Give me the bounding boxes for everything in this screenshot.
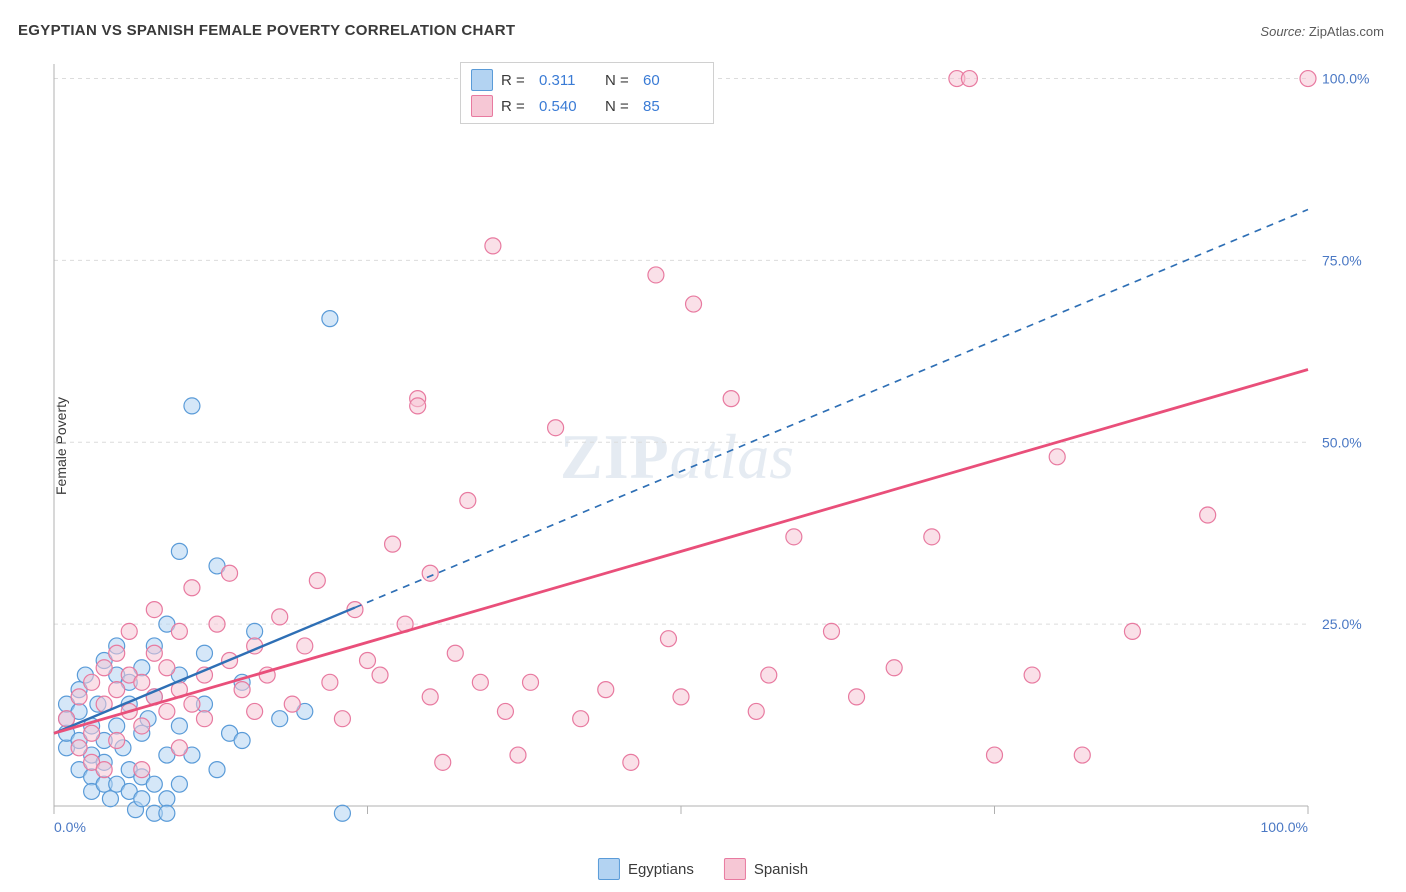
series-legend: Egyptians Spanish (598, 858, 808, 880)
legend-item-spanish: Spanish (724, 858, 808, 880)
legend-label-spanish: Spanish (754, 861, 808, 878)
svg-text:50.0%: 50.0% (1322, 434, 1362, 450)
n-label: N = (605, 98, 635, 115)
legend-swatch-egyptians-icon (598, 858, 620, 880)
svg-text:25.0%: 25.0% (1322, 616, 1362, 632)
legend-label-egyptians: Egyptians (628, 861, 694, 878)
legend-item-egyptians: Egyptians (598, 858, 694, 880)
scatter-chart: 0.0% 100.0% 25.0% 50.0% 75.0% 100.0% (48, 56, 1384, 852)
svg-text:100.0%: 100.0% (1322, 71, 1369, 87)
r-label: R = (501, 98, 531, 115)
legend-swatch-spanish-icon (724, 858, 746, 880)
n-value-egyptians: 60 (643, 72, 701, 89)
stats-legend-row: R = 0.540 N = 85 (471, 93, 701, 119)
r-value-spanish: 0.540 (539, 98, 597, 115)
n-label: N = (605, 72, 635, 89)
stats-legend-row: R = 0.311 N = 60 (471, 67, 701, 93)
svg-text:75.0%: 75.0% (1322, 252, 1362, 268)
legend-swatch-spanish (471, 95, 493, 117)
chart-title: EGYPTIAN VS SPANISH FEMALE POVERTY CORRE… (18, 22, 515, 39)
chart-area: 0.0% 100.0% 25.0% 50.0% 75.0% 100.0% (48, 56, 1384, 852)
stats-legend-box: R = 0.311 N = 60 R = 0.540 N = 85 (460, 62, 714, 124)
svg-text:100.0%: 100.0% (1261, 819, 1308, 835)
svg-text:0.0%: 0.0% (54, 819, 86, 835)
legend-swatch-egyptians (471, 69, 493, 91)
r-label: R = (501, 72, 531, 89)
source-label: Source: (1260, 24, 1305, 39)
r-value-egyptians: 0.311 (539, 72, 597, 89)
source-attribution: Source: ZipAtlas.com (1260, 24, 1384, 39)
n-value-spanish: 85 (643, 98, 701, 115)
source-value: ZipAtlas.com (1309, 24, 1384, 39)
